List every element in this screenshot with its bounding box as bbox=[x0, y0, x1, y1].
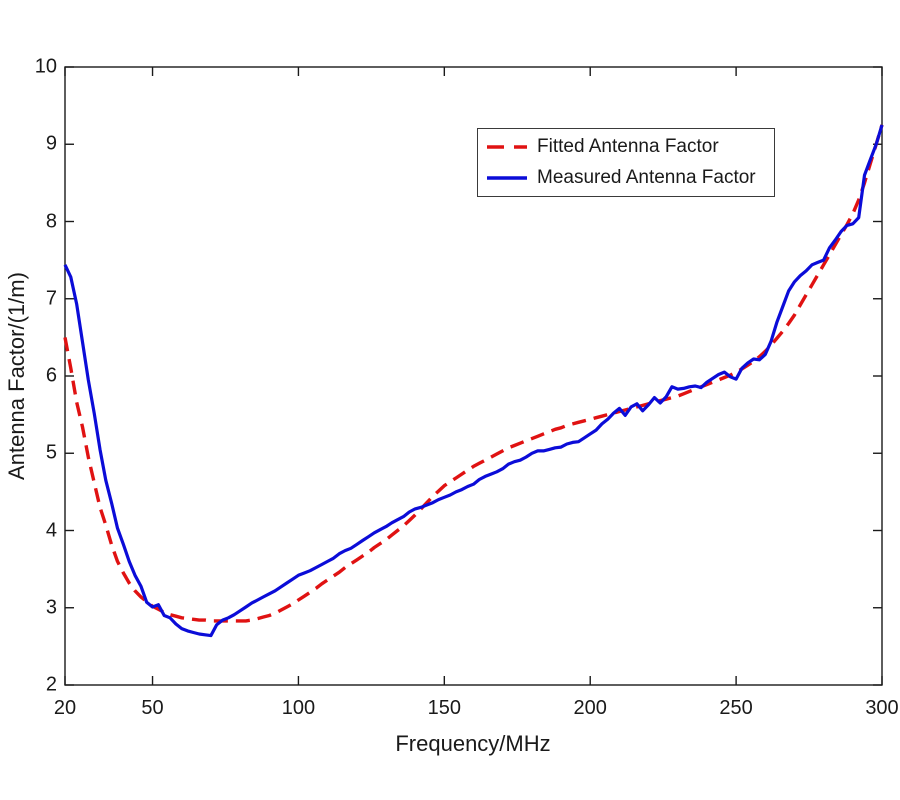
x-tick-label-300: 300 bbox=[865, 697, 899, 719]
legend: Fitted Antenna Factor Measured Antenna F… bbox=[477, 128, 775, 197]
legend-item-fitted: Fitted Antenna Factor bbox=[485, 134, 774, 160]
x-tick-label-250: 250 bbox=[719, 697, 753, 719]
y-tick-label-5: 5 bbox=[45, 441, 57, 464]
fitted-line-sample-icon bbox=[487, 145, 527, 149]
y-tick-label-9: 9 bbox=[45, 132, 57, 155]
y-tick-label-6: 6 bbox=[45, 364, 57, 387]
x-tick-label-100: 100 bbox=[281, 697, 316, 719]
y-tick-label-2: 2 bbox=[45, 673, 57, 696]
y-tick-label-8: 8 bbox=[45, 210, 57, 232]
fitted-line bbox=[63, 124, 884, 623]
y-tick-label-7: 7 bbox=[45, 287, 57, 310]
y-tick-label-3: 3 bbox=[45, 596, 57, 619]
legend-item-measured: Measured Antenna Factor bbox=[485, 165, 774, 191]
x-tick-label-50: 50 bbox=[141, 697, 164, 719]
legend-label-measured: Measured Antenna Factor bbox=[537, 167, 756, 188]
x-tick-label-20: 20 bbox=[53, 697, 77, 719]
y-tick-label-10: 10 bbox=[34, 55, 57, 78]
x-tick-label-200: 200 bbox=[573, 697, 607, 719]
x-tick-label-150: 150 bbox=[427, 697, 461, 719]
measured-line bbox=[63, 124, 884, 638]
y-tick-label-4: 4 bbox=[45, 519, 57, 541]
x-axis-label: Frequency/MHz bbox=[395, 731, 551, 756]
measured-line-sample-icon bbox=[487, 176, 527, 180]
legend-label-fitted: Fitted Antenna Factor bbox=[537, 136, 719, 157]
